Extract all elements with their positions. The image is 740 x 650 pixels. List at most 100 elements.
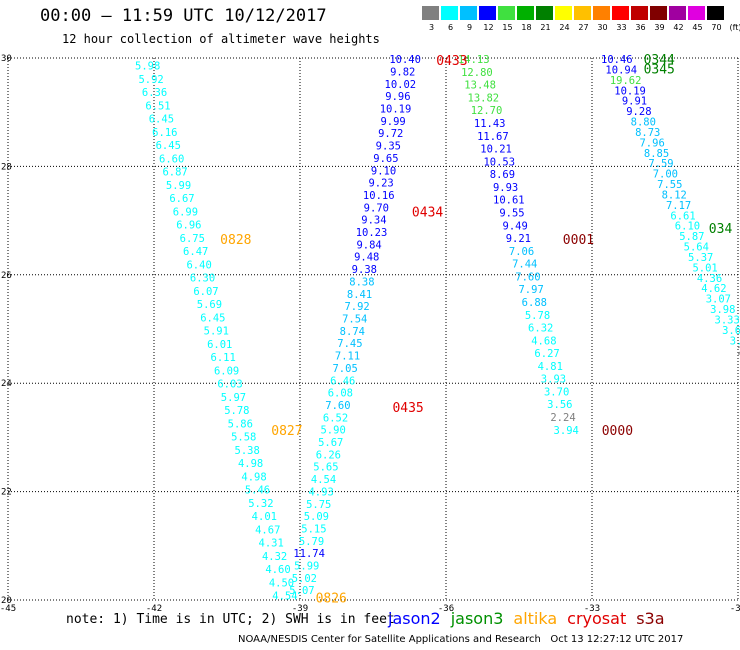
color-scale-label: 36 [635, 23, 646, 32]
satellite-legend: jason2 jason3 altika cryosat s3a [388, 609, 675, 628]
pass-time-label: 0344 [644, 53, 675, 68]
x-tick-label: -42 [146, 604, 162, 614]
wave-height-value: 3. [730, 335, 740, 347]
wave-height-value: 5.97 [221, 392, 246, 404]
y-tick-label: 22 [1, 488, 12, 498]
wave-height-value: 4.54 [311, 474, 336, 486]
footer-note: note: 1) Time is in UTC; 2) SWH is in fe… [66, 612, 395, 627]
wave-height-value: 5.86 [228, 418, 253, 430]
color-scale-label: 3 [428, 23, 435, 32]
color-scale-label: 30 [597, 23, 608, 32]
wave-height-value: 10.19 [614, 85, 646, 97]
wave-height-value: 6.75 [180, 233, 205, 245]
wave-height-value: 6.88 [522, 297, 547, 309]
wave-height-value: 6.87 [162, 167, 187, 179]
wave-height-value: 12.80 [461, 67, 493, 79]
color-scale-label: 21 [540, 23, 551, 32]
wave-height-value: 7.96 [639, 137, 664, 149]
wave-height-value: 11.43 [474, 118, 506, 130]
wave-height-value: 7.45 [337, 338, 362, 350]
color-swatch [650, 6, 667, 20]
wave-height-value: 11.67 [477, 131, 509, 143]
wave-height-value: 4.98 [238, 458, 263, 470]
wave-height-value: 4.36 [697, 273, 722, 285]
wave-height-value: 8.80 [631, 117, 656, 129]
wave-height-value: 5.58 [231, 432, 256, 444]
wave-height-value: 4.93 [308, 486, 333, 498]
wave-height-value: 5.01 [692, 262, 717, 274]
pass-time-label: 0828 [220, 233, 251, 248]
wave-height-value: 10.16 [363, 190, 395, 202]
color-scale-label: 27 [578, 23, 589, 32]
wave-height-value: 5.65 [313, 462, 338, 474]
satellite-legend-item: jason2 [388, 609, 441, 628]
wave-height-value: 3.70 [544, 386, 569, 398]
color-scale-label: 24 [559, 23, 570, 32]
wave-height-value: 5.38 [235, 445, 260, 457]
color-swatch [593, 6, 610, 20]
color-scale-label: 70 [711, 23, 722, 32]
wave-height-value: 5.78 [224, 405, 249, 417]
wave-height-value: 9.35 [376, 141, 401, 153]
wave-height-value: 6.61 [670, 210, 695, 222]
map-grid [7, 57, 739, 601]
wave-height-value: 6.07 [193, 286, 218, 298]
wave-height-value: 7.00 [653, 169, 678, 181]
color-swatch [517, 6, 534, 20]
y-tick-label: 24 [1, 379, 12, 389]
wave-height-value: 6.67 [169, 193, 194, 205]
wave-height-value: 9.70 [364, 202, 389, 214]
wave-height-value: 6.45 [149, 114, 174, 126]
wave-height-value: 4.31 [259, 538, 284, 550]
satellite-legend-item: cryosat [567, 609, 627, 628]
wave-height-value: 9.84 [356, 239, 381, 251]
wave-height-value: 7.17 [666, 200, 691, 212]
x-tick-label: -36 [438, 604, 454, 614]
wave-height-value: 7.06 [509, 246, 534, 258]
wave-height-value: 13.82 [468, 92, 500, 104]
wave-height-value: 7.11 [335, 351, 360, 363]
wave-height-readings: 5.985.926.366.516.456.166.456.606.875.99… [135, 54, 740, 603]
wave-height-value: 11.74 [293, 548, 325, 560]
wave-height-value: 6.47 [183, 246, 208, 258]
wave-height-value: 9.38 [352, 264, 377, 276]
wave-height-value: 9.96 [385, 91, 410, 103]
satellite-legend-item: jason3 [450, 609, 504, 628]
pass-time-label: 0435 [392, 401, 423, 416]
wave-height-value: 9.23 [368, 178, 393, 190]
color-scale-label: 42 [673, 23, 684, 32]
x-tick-label: -39 [292, 604, 308, 614]
wave-height-value: 5.69 [197, 299, 222, 311]
wave-height-value: 10.61 [493, 195, 525, 207]
wave-height-value: 4.50 [269, 577, 294, 589]
color-scale-label: 18 [521, 23, 532, 32]
pass-time-label: 034 [709, 222, 733, 237]
wave-height-value: 10.02 [385, 79, 417, 91]
wave-height-value: 5.99 [166, 180, 191, 192]
wave-height-value: 6.26 [316, 449, 341, 461]
wave-height-value: 6.51 [145, 100, 170, 112]
color-scale-label: 39 [654, 23, 665, 32]
satellite-legend-item: altika [513, 609, 558, 628]
wave-height-value: 7.05 [332, 363, 357, 375]
wave-height-value: 8.73 [635, 127, 660, 139]
wave-height-value: 8.85 [644, 148, 669, 160]
color-swatch [498, 6, 515, 20]
wave-height-value: 5.37 [688, 252, 713, 264]
wave-height-value: 5.09 [304, 511, 329, 523]
wave-height-value: 4.68 [531, 335, 556, 347]
wave-height-value: 10.23 [356, 227, 388, 239]
wave-height-value: 6.01 [207, 339, 232, 351]
wave-height-value: 5.78 [525, 310, 550, 322]
wave-height-value: 6.08 [328, 388, 353, 400]
wave-height-value: 2 [737, 346, 740, 358]
color-swatch [460, 6, 477, 20]
wave-height-value: 9.82 [390, 66, 415, 78]
wave-height-value: 4.62 [701, 283, 726, 295]
wave-height-value: 9.72 [378, 128, 403, 140]
wave-height-value: 6.96 [176, 220, 201, 232]
wave-height-value: 9.93 [493, 182, 518, 194]
color-swatch [422, 6, 439, 20]
wave-height-value: 5.02 [292, 573, 317, 585]
wave-height-value: 6.40 [186, 259, 211, 271]
